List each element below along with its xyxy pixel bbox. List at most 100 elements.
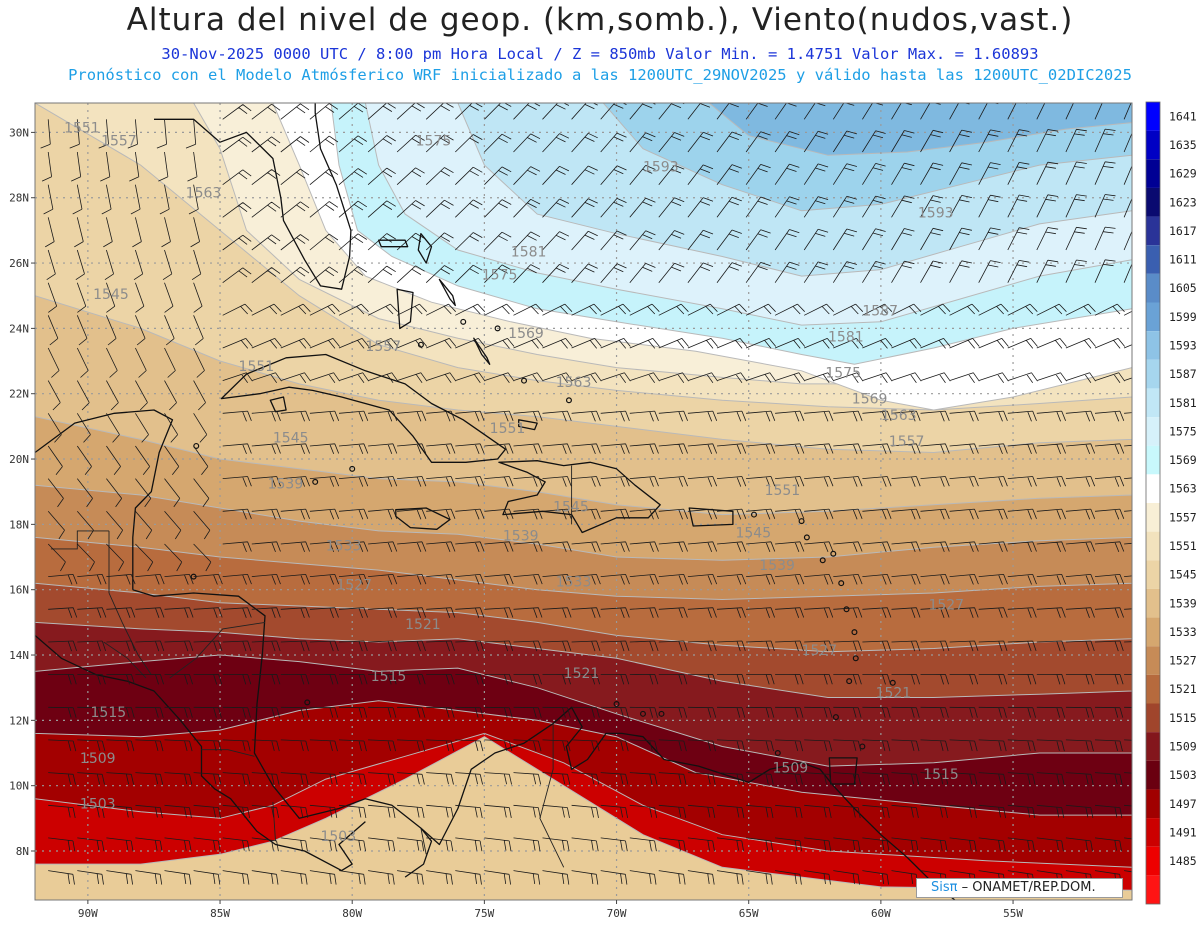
lon-tick-label: 80W [342,907,362,920]
contour-label: 1509 [773,761,809,777]
contour-label: 1533 [326,538,362,554]
island-outline [639,710,646,717]
colorbar-swatch [1146,560,1160,589]
colorbar-swatch [1146,331,1160,360]
contour-label: 1545 [553,499,589,515]
island-outline [774,750,781,757]
colorbar-label: 1503 [1169,768,1197,782]
island-outline [460,318,467,325]
island-outline [521,377,528,384]
lon-tick-label: 90W [78,907,98,920]
contour-label: 1593 [918,205,954,221]
coastline-yucatan [35,409,174,590]
contour-label: 1539 [759,558,795,574]
coastline-central-america [132,589,433,878]
colorbar-label: 1617 [1169,224,1197,238]
colorbar-label: 1581 [1169,396,1197,410]
contour-label: 1557 [365,339,401,355]
lon-tick-label: 75W [474,907,494,920]
contour-label: 1545 [735,525,771,541]
colorbar-swatch [1146,531,1160,561]
coastline-abaco [417,233,433,264]
lat-tick-label: 24N [9,322,29,335]
colorbar-swatch [1146,732,1160,761]
colorbar-swatch [1146,474,1160,503]
contour-label: 1569 [852,392,888,408]
country-border [539,723,565,868]
colorbar-swatch [1146,417,1160,446]
island-outline [312,478,319,485]
map-frame [34,102,1133,901]
country-border [103,641,147,679]
colorbar-swatch [1146,102,1160,131]
contour-label: 1551 [239,359,275,375]
coastline-pacific-coast [35,634,366,872]
island-outline [494,325,501,332]
colorbar-swatch [1146,875,1160,904]
contour-label: 1503 [80,797,116,813]
contour-label: 1575 [825,365,861,381]
island-outline [843,606,850,613]
chart-title: Altura del nivel de geop. (km,somb.), Vi… [126,2,1074,38]
contour-label: 1581 [828,329,864,345]
colorbar-swatch [1146,187,1160,217]
colorbar-label: 1551 [1169,539,1197,553]
colorbar-swatch [1146,703,1160,733]
coastline-cuba [220,353,507,463]
colorbar-swatch [1146,245,1160,274]
colorbar-swatch [1146,789,1160,819]
contour-label: 1539 [503,529,539,545]
lat-tick-label: 22N [9,388,29,401]
island-outline [304,699,311,706]
contour-label: 1575 [416,133,452,149]
wind-barb-field [40,103,1132,885]
lat-tick-label: 30N [9,126,29,139]
colorbar-swatch [1146,302,1160,332]
colorbar-swatch [1146,588,1160,618]
contour-label: 1545 [273,431,309,447]
contour-label: 1587 [862,303,898,319]
island-outline [819,557,826,564]
colorbar-label: 1605 [1169,281,1197,295]
country-border [169,621,266,679]
contour-label: 1563 [186,186,222,202]
colorbar-label: 1593 [1169,338,1197,352]
colorbar-label: 1563 [1169,482,1197,496]
coastline-hispaniola [498,460,661,534]
contour-label: 1527 [336,578,372,594]
contour-label: 1551 [490,421,526,437]
lat-tick-label: 28N [9,192,29,205]
coastline-florida [154,103,352,290]
country-border [108,592,152,675]
contour-label: 1557 [889,434,925,450]
valid-time-line: 30-Nov-2025 0000 UTC / 8:00 pm Hora Loca… [161,45,1039,63]
colorbar-label: 1485 [1169,854,1197,868]
coastline-inagua [518,419,538,431]
lon-tick-label: 55W [1003,907,1023,920]
contour-label: 1557 [101,133,137,149]
credit-box: Sisπ – ONAMET/REP.DOM. [916,878,1123,898]
colorbar-swatch [1146,818,1160,847]
map-axes: 30N 28N 26N 24N 22N 20N 18N 16N 14N 12N 10N 8N 90W 85… [9,126,1023,920]
contour-label: 1581 [511,245,547,261]
island-outline [658,710,665,717]
colorbar-label: 1635 [1169,138,1197,152]
contour-labels: 1551 1557 1563 1545 1551 1557 1545 1539 1533 1527… [64,120,964,845]
island-outline [852,655,859,662]
colorbar: 1641 1635 1629 1623 1617 1611 1605 1599 1593 1587… [1145,101,1197,905]
colorbar-label: 1545 [1169,568,1197,582]
colorbar-swatch [1146,760,1160,790]
colorbar-swatch [1146,388,1160,418]
contour-label: 1527 [802,643,838,659]
contour-label: 1593 [643,160,679,176]
colorbar-label: 1491 [1169,825,1197,839]
contour-label: 1521 [564,666,600,682]
colorbar-swatch [1146,359,1160,389]
lat-tick-label: 8N [16,845,29,858]
lon-tick-label: 85W [210,907,230,920]
colorbar-label: 1587 [1169,367,1197,381]
colorbar-label: 1575 [1169,424,1197,438]
coastline-trinidad [828,757,858,785]
colorbar-frame [1145,101,1161,905]
